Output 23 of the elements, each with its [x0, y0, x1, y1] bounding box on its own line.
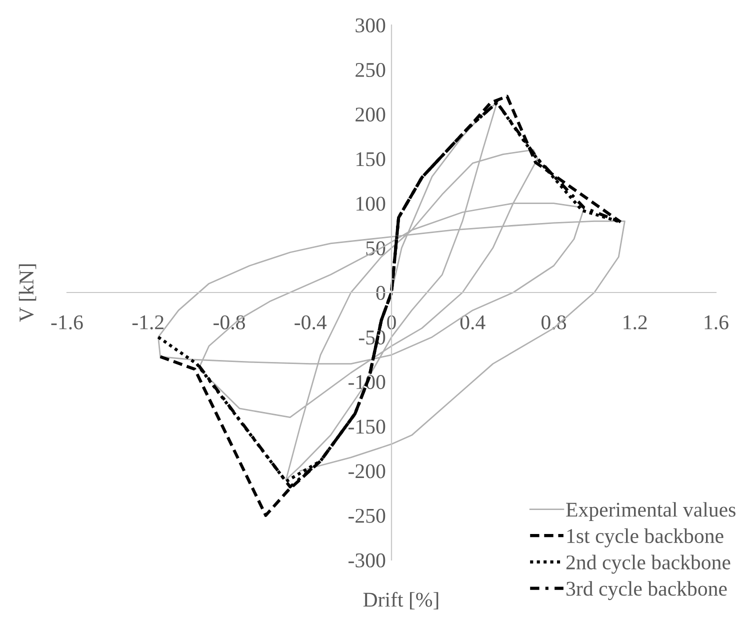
x-axis-title: Drift [%] [363, 592, 438, 610]
x-tick-label: 0 [387, 315, 396, 330]
legend-label: Experimental values [566, 502, 736, 521]
x-tick-label: 1.6 [704, 315, 728, 330]
legend-label: 3rd cycle backbone [566, 581, 727, 600]
y-tick-label: 300 [356, 18, 386, 32]
x-tick-label: 0.4 [460, 315, 486, 330]
x-tick-label: 1.2 [624, 315, 647, 330]
y-tick-label: -200 [348, 464, 386, 478]
x-tick-label: -0.8 [214, 315, 245, 330]
x-tick-label: -1.2 [132, 315, 164, 330]
legend-label: 1st cycle backbone [567, 528, 724, 548]
x-tick-label: -0.4 [294, 315, 327, 330]
x-tick-label: -1.6 [51, 315, 83, 330]
y-tick-label: 200 [356, 108, 386, 122]
y-tick-label: 100 [356, 196, 386, 211]
y-tick-label: -300 [348, 553, 386, 568]
y-tick-label: 150 [356, 152, 386, 166]
legend-label: 2nd cycle backbone [566, 554, 730, 574]
y-tick-label: 250 [356, 62, 386, 78]
y-tick-label: -150 [348, 420, 386, 434]
y-tick-label: -250 [348, 508, 386, 523]
y-axis-title: V [kN] [18, 264, 36, 322]
